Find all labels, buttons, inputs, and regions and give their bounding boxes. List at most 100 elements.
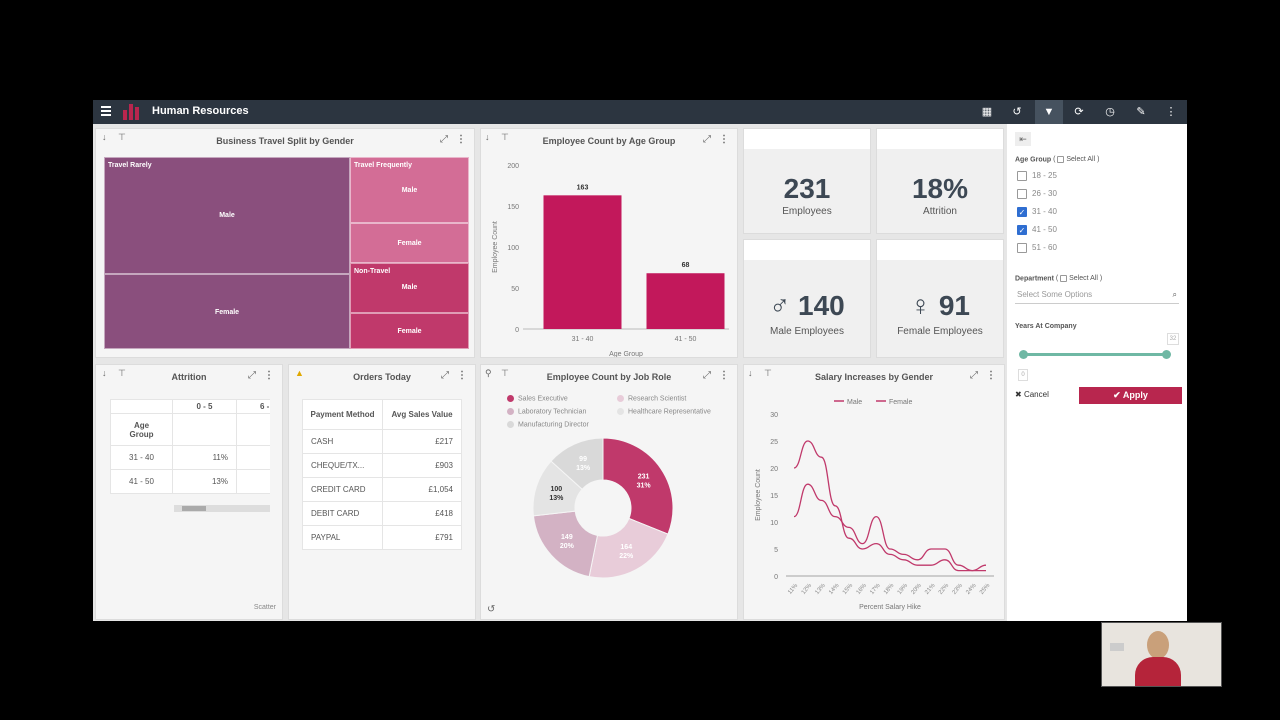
legend-swatch: [507, 408, 514, 415]
male-icon: ♂: [769, 290, 791, 321]
treemap-cell-rarely-female[interactable]: Female: [104, 274, 350, 349]
age-option[interactable]: 18 - 25: [1017, 170, 1057, 182]
legend-label: Manufacturing Director: [518, 421, 589, 429]
download-icon[interactable]: ↓: [102, 132, 107, 142]
wrench-icon[interactable]: ✎: [1136, 106, 1146, 118]
col-header: Payment Method: [302, 399, 383, 430]
kpi-label: Female Employees: [897, 326, 983, 337]
scrollbar-thumb[interactable]: [182, 506, 206, 511]
bar: [543, 195, 622, 329]
filter-small-icon[interactable]: ⊤: [501, 132, 509, 142]
slice-pct-label: 20%: [560, 543, 575, 550]
dashboard-app: Human Resources ▦ ↺ ▼ ⟳ ◷ ✎ ⋮ ↓ ⊤ Busine…: [93, 100, 1187, 621]
legend-item[interactable]: Sales Executive: [507, 395, 568, 402]
presenter-head: [1147, 631, 1169, 659]
filter-small-icon[interactable]: ⊤: [501, 368, 509, 378]
y-axis-title: Employee Count: [755, 469, 762, 521]
checkbox[interactable]: [1017, 188, 1027, 199]
treemap-cell-nontravel-female[interactable]: Female: [350, 313, 469, 349]
legend-item[interactable]: Laboratory Technician: [507, 408, 586, 415]
legend-swatch: [507, 421, 514, 428]
kpi-label: Male Employees: [770, 326, 844, 337]
select-all-checkbox[interactable]: [1060, 275, 1068, 282]
legend-label: Healthcare Representative: [628, 408, 711, 416]
bar-value-label: 163: [577, 184, 589, 191]
slider-handle-max[interactable]: [1162, 350, 1171, 359]
layout-icon[interactable]: ▦: [981, 106, 993, 118]
checkbox-checked[interactable]: ✓: [1017, 206, 1027, 217]
bar: [646, 273, 725, 329]
y-tick-label: 0: [515, 327, 519, 334]
kebab-icon[interactable]: ⋮: [719, 370, 729, 381]
filter-small-icon[interactable]: ⊤: [118, 132, 126, 142]
history-icon[interactable]: ↺: [1012, 106, 1022, 118]
y-tick-label: 25: [770, 439, 778, 446]
payment-method: CASH: [302, 429, 383, 454]
treemap-cell-frequently-female[interactable]: Female: [350, 223, 469, 263]
age-bar-chart: 200 150 100 50 0 163 31 - 40 68 41 - 50 Age Group…: [492, 163, 729, 357]
download-icon[interactable]: ↓: [485, 132, 490, 142]
dept-placeholder: Select Some Options: [1017, 290, 1093, 299]
expand-icon[interactable]: ⤢: [703, 370, 711, 381]
kpi-value: 91: [938, 290, 970, 321]
table-cell: 13%: [172, 469, 237, 494]
sales-value: £1,054: [382, 477, 462, 502]
checkbox-checked[interactable]: ✓: [1017, 224, 1027, 235]
filter-icon[interactable]: ▼: [1035, 100, 1063, 124]
expand-icon[interactable]: ⤢: [248, 370, 256, 381]
download-icon[interactable]: ↓: [748, 368, 753, 378]
kebab-icon[interactable]: ⋮: [986, 370, 996, 381]
checkbox[interactable]: [1017, 170, 1027, 181]
treemap-title: Business Travel Split by Gender: [216, 136, 354, 146]
x-tick-label: 18%: [883, 582, 896, 596]
kebab-icon[interactable]: ⋮: [264, 370, 274, 381]
sales-value: £903: [382, 453, 462, 478]
menu-icon[interactable]: [101, 106, 111, 118]
refresh-icon[interactable]: ⟳: [1074, 106, 1084, 118]
undo-icon[interactable]: ↺: [487, 604, 496, 615]
salary-line-chart: Male Female 30 25 20 15 10 5 0 11% 12% 13% 14% 15% 16%…: [755, 399, 994, 611]
treemap-cell-rarely-male[interactable]: Travel Rarely Male: [104, 157, 350, 274]
y-tick-label: 150: [507, 204, 519, 211]
slider-handle-min[interactable]: [1019, 350, 1028, 359]
checkbox[interactable]: [1017, 242, 1027, 253]
pin-panel-icon[interactable]: ⇤: [1015, 132, 1031, 146]
age-option[interactable]: 26 - 30: [1017, 188, 1057, 200]
treemap-cell-nontravel-male[interactable]: Non-Travel Male: [350, 263, 469, 313]
col-header: 0 - 5: [172, 399, 237, 414]
wall-switch: [1110, 643, 1124, 651]
horizontal-scrollbar[interactable]: [174, 505, 270, 512]
filter-small-icon[interactable]: ⊤: [764, 368, 772, 378]
empty-cell: [236, 469, 270, 494]
age-option[interactable]: 51 - 60: [1017, 242, 1057, 254]
apply-button[interactable]: ✔ Apply: [1079, 387, 1182, 404]
download-icon[interactable]: ↓: [102, 368, 107, 378]
age-chart-title: Employee Count by Age Group: [542, 136, 676, 146]
pin-icon[interactable]: ⚲: [485, 368, 492, 378]
legend-item[interactable]: Manufacturing Director: [507, 421, 589, 428]
more-icon[interactable]: ⋮: [1165, 106, 1177, 118]
kebab-icon[interactable]: ⋮: [456, 134, 466, 145]
treemap-cell-frequently-male[interactable]: Travel Frequently Male: [350, 157, 469, 223]
empty-cell: [172, 413, 237, 446]
expand-icon[interactable]: ⤢: [970, 370, 978, 381]
legend-item[interactable]: Research Scientist: [617, 395, 686, 402]
expand-icon[interactable]: ⤢: [440, 134, 448, 145]
clock-icon[interactable]: ◷: [1105, 106, 1115, 118]
filter-small-icon[interactable]: ⊤: [118, 368, 126, 378]
legend-item[interactable]: Healthcare Representative: [617, 408, 711, 415]
cancel-label: Cancel: [1023, 390, 1049, 399]
kebab-icon[interactable]: ⋮: [719, 134, 729, 145]
jobrole-legend: Sales Executive Research Scientist Laborat…: [507, 395, 737, 435]
kebab-icon[interactable]: ⋮: [457, 370, 467, 381]
years-slider-track[interactable]: [1023, 353, 1167, 356]
department-input[interactable]: Select Some Options ⌕: [1015, 288, 1179, 304]
cancel-button[interactable]: ✖ Cancel: [1015, 387, 1055, 403]
table-row: CREDIT CARD £1,054: [302, 477, 462, 502]
expand-icon[interactable]: ⤢: [703, 134, 711, 145]
table-row: DEBIT CARD £418: [302, 501, 462, 526]
expand-icon[interactable]: ⤢: [441, 370, 449, 381]
age-option[interactable]: ✓ 41 - 50: [1017, 224, 1057, 236]
select-all-checkbox[interactable]: [1057, 156, 1065, 163]
age-option[interactable]: ✓ 31 - 40: [1017, 206, 1057, 218]
